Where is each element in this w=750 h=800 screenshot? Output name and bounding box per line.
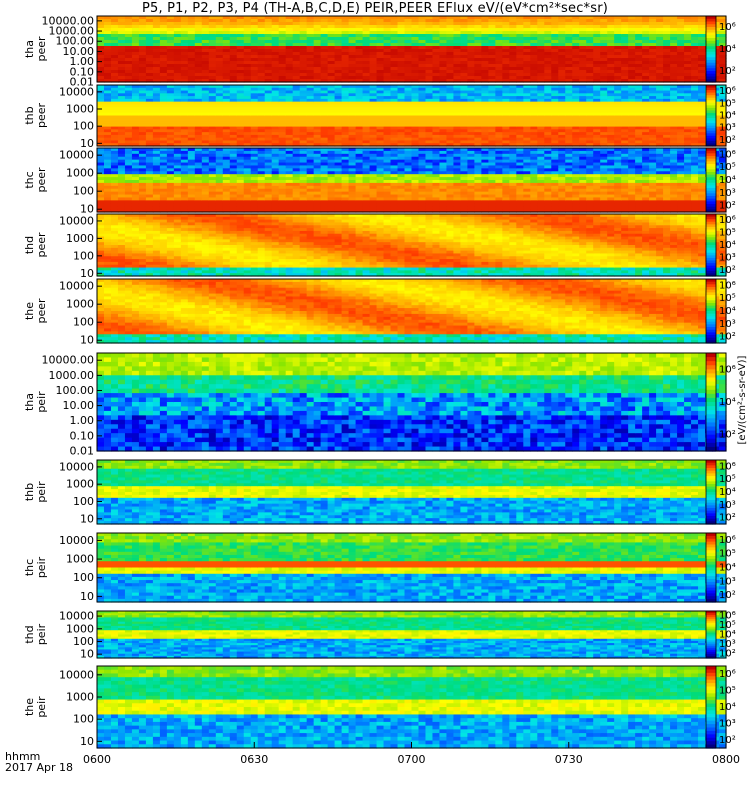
panel-ylabel: thapeer [23,36,48,62]
y-tick-label: 10000 [59,85,94,98]
colorbar-tick-label: 10⁴ [719,44,736,55]
panel-ylabel: thbpeer [23,103,48,129]
colorbar-tick-label: 10³ [719,123,736,134]
colorbar-tick-label: 10⁵ [719,98,736,109]
y-tick-label: 100 [73,120,94,133]
colorbar-tick-label: 10² [719,135,736,146]
colorbar-tick-label: 10⁶ [719,22,736,33]
panel-tha-peer: 10000.001000.00100.0010.001.000.100.01th… [23,14,736,88]
colorbar-tick-label: 10² [719,66,736,77]
colorbar-tick-label: 10⁶ [719,86,736,97]
y-tick-label: 1000 [66,103,94,116]
panel-thc-peer: 10000100010010thcpeer10²10³10⁴10⁵10⁶ [23,148,736,216]
spectrogram-figure: 10000.001000.00100.0010.001.000.100.01th… [0,0,750,800]
colorbar-tick-label: 10⁴ [719,111,736,122]
